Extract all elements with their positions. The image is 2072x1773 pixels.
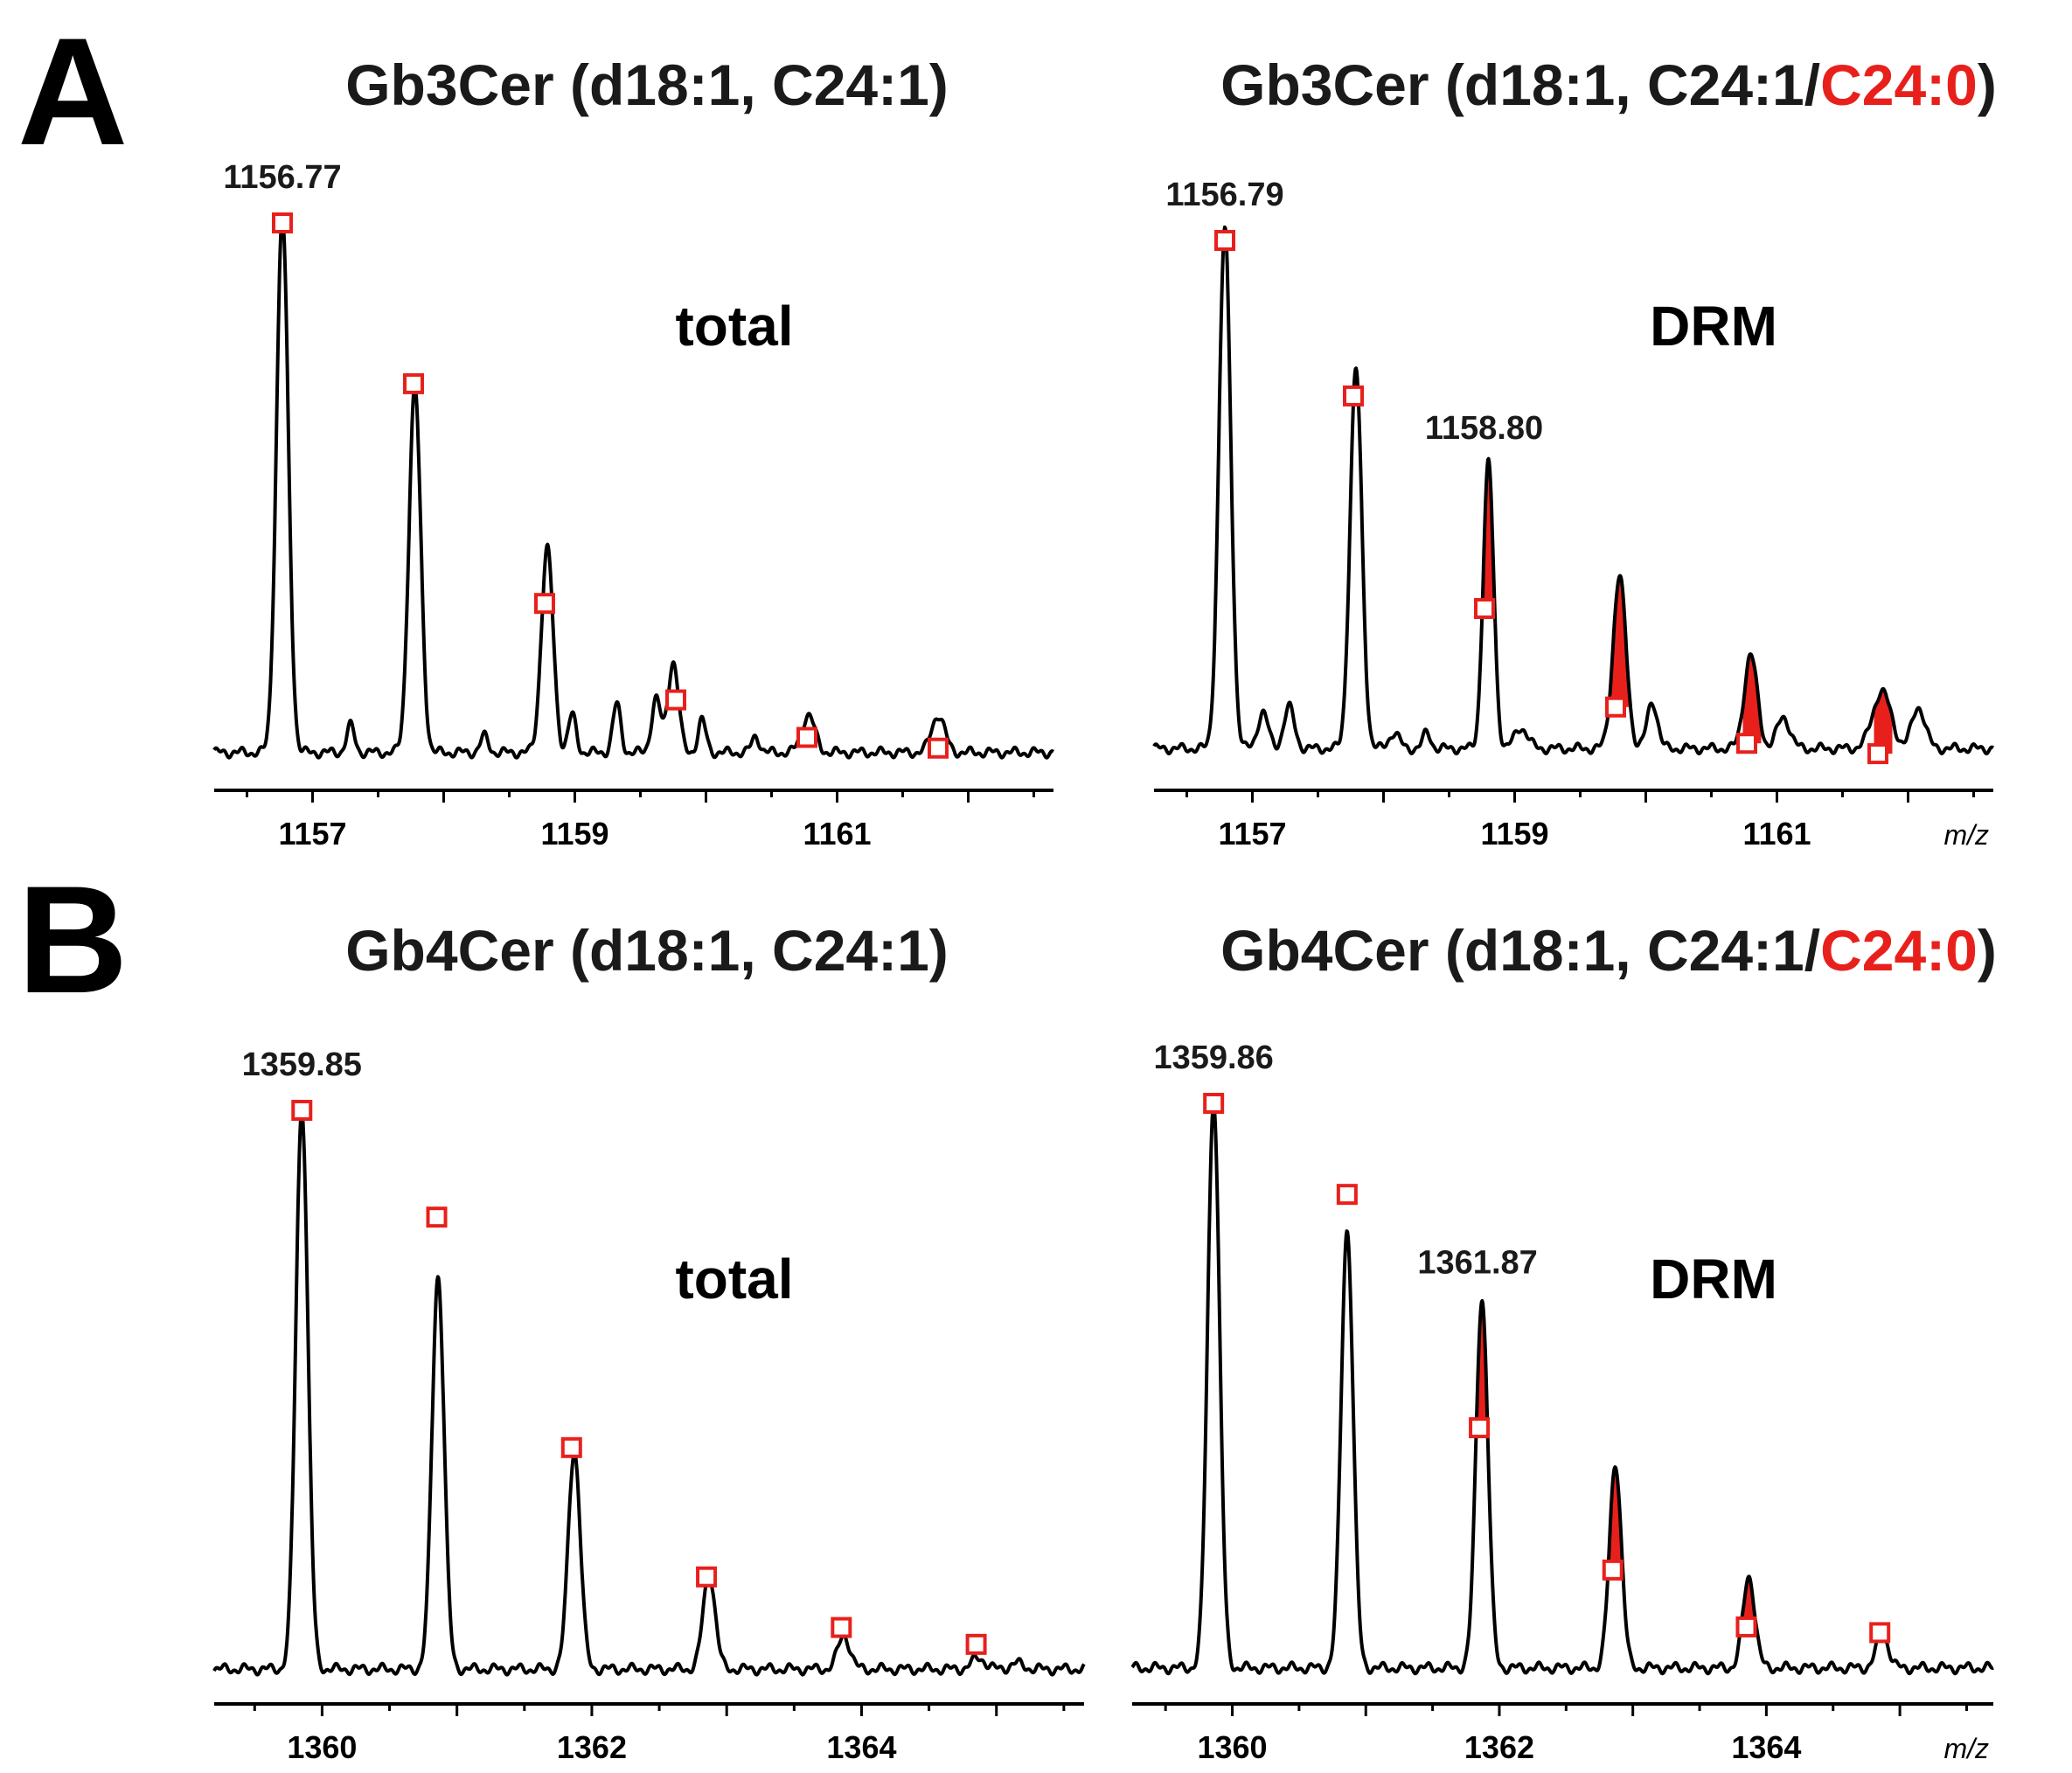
spectrum-line	[1130, 1102, 1995, 1676]
peak-label: 1158.80	[1425, 410, 1543, 447]
x-axis-label: m/z	[1943, 1733, 1989, 1764]
sample-label: total	[675, 295, 793, 358]
peak-label: 1361.87	[1417, 1245, 1537, 1282]
x-tick-label: 1159	[1480, 816, 1548, 852]
theoretical-marker-1	[1214, 230, 1235, 251]
x-tick-label: 1159	[540, 816, 608, 852]
theoretical-marker-3	[560, 1436, 582, 1458]
theoretical-marker-2	[403, 372, 424, 394]
title-part: )	[1978, 52, 1997, 117]
theoretical-marker-5	[796, 727, 817, 748]
spectrum-chart-4: Gb4Cer (d18:1, C24:1/C24:0) DRM 1360 1362 13…	[1130, 918, 1997, 1765]
theoretical-marker-1	[1203, 1093, 1225, 1114]
theoretical-marker-5	[1736, 733, 1757, 754]
theoretical-marker-5	[1735, 1616, 1757, 1637]
panel-letter-b: B	[17, 855, 128, 1026]
x-tick-label: 1362	[1464, 1729, 1534, 1765]
peak-label: 1359.86	[1153, 1039, 1273, 1076]
peak-label: 1156.79	[1165, 177, 1283, 213]
spectra-group: Gb3Cer (d18:1, C24:1) total 1157 1159 1161 11…	[212, 52, 1997, 1765]
title-part: C24:0	[1820, 918, 1978, 983]
title-part: )	[1978, 918, 1997, 983]
x-tick-label: 1161	[803, 816, 871, 852]
chart-title: Gb4Cer (d18:1, C24:1/C24:0)	[1220, 918, 1997, 983]
theoretical-marker-1	[291, 1100, 313, 1121]
theoretical-marker-2	[1336, 1184, 1358, 1206]
title-part: Gb3Cer (d18:1, C24:1)	[345, 52, 949, 117]
theoretical-marker-2	[1343, 385, 1364, 407]
sample-label: DRM	[1650, 295, 1777, 358]
spectrum-line	[212, 1109, 1086, 1677]
spectrum-line	[1152, 225, 1995, 755]
x-tick-label: 1157	[1218, 816, 1286, 852]
x-tick-label: 1364	[1731, 1729, 1801, 1765]
chart-title: Gb3Cer (d18:1, C24:1)	[345, 52, 949, 117]
spectrum-chart-2: Gb3Cer (d18:1, C24:1/C24:0) DRM 1157 1159 11…	[1152, 52, 1997, 852]
x-tick-label: 1362	[557, 1729, 627, 1765]
x-tick-label: 1157	[278, 816, 346, 852]
theoretical-marker-3	[1474, 598, 1495, 620]
title-part: C24:0	[1820, 52, 1978, 117]
chart-title: Gb3Cer (d18:1, C24:1/C24:0)	[1220, 52, 1997, 117]
title-part: Gb3Cer (d18:1, C24:1/	[1220, 52, 1820, 117]
x-tick-label: 1161	[1742, 816, 1811, 852]
theoretical-marker-6	[1867, 743, 1888, 765]
c24-0-fill-2	[1608, 1467, 1624, 1570]
c24-0-fill-1	[1482, 458, 1495, 609]
chart-title: Gb4Cer (d18:1, C24:1)	[345, 918, 949, 983]
theoretical-marker-3	[534, 593, 555, 615]
c24-0-fill-3	[1741, 1576, 1757, 1627]
sample-label: DRM	[1650, 1248, 1777, 1311]
theoretical-marker-2	[426, 1206, 448, 1228]
spectrum-line	[212, 214, 1055, 760]
panel-letter-a: A	[17, 7, 128, 177]
theoretical-marker-6	[965, 1633, 987, 1655]
spectrum-chart-1: Gb3Cer (d18:1, C24:1) total 1157 1159 1161 11…	[212, 52, 1055, 852]
spectrum-chart-3: Gb4Cer (d18:1, C24:1) total 1360 1362 1364 13…	[212, 918, 1086, 1765]
theoretical-marker-1	[272, 212, 293, 233]
x-tick-label: 1364	[826, 1729, 896, 1765]
x-tick-label: 1360	[287, 1729, 357, 1765]
x-axis-label: m/z	[1943, 819, 1989, 851]
theoretical-marker-4	[696, 1566, 718, 1588]
peak-label: 1156.77	[223, 159, 341, 196]
title-part: Gb4Cer (d18:1, C24:1)	[345, 918, 949, 983]
theoretical-marker-5	[831, 1617, 852, 1638]
theoretical-marker-4	[1605, 696, 1626, 718]
x-tick-label: 1360	[1197, 1729, 1267, 1765]
theoretical-marker-4	[1602, 1559, 1624, 1581]
theoretical-marker-4	[665, 689, 686, 711]
theoretical-marker-3	[1469, 1417, 1491, 1439]
title-part: Gb4Cer (d18:1, C24:1/	[1220, 918, 1820, 983]
peak-label: 1359.85	[242, 1046, 362, 1083]
theoretical-marker-6	[928, 737, 949, 759]
c24-0-fill-1	[1476, 1300, 1488, 1429]
sample-label: total	[675, 1248, 793, 1311]
theoretical-marker-6	[1869, 1622, 1891, 1644]
